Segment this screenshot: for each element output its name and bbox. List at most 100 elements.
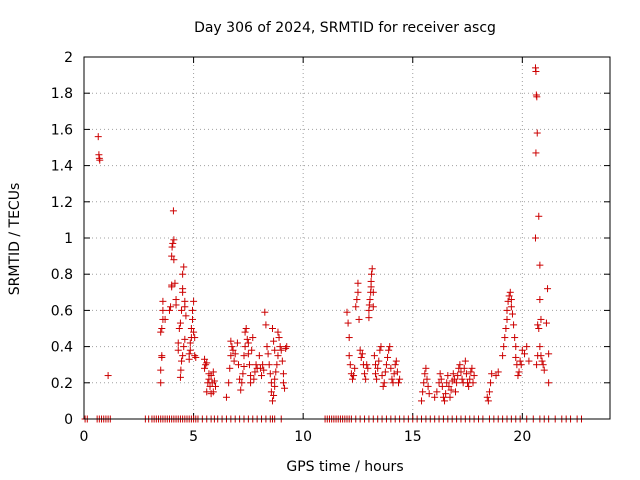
data-point — [512, 353, 520, 361]
data-point — [168, 281, 176, 289]
data-point — [180, 263, 188, 271]
data-point — [504, 297, 512, 305]
data-point — [511, 334, 519, 342]
data-point — [274, 328, 282, 336]
data-point — [532, 149, 540, 157]
data-point — [453, 379, 461, 387]
x-tick-label: 15 — [404, 429, 422, 445]
data-point — [248, 346, 256, 354]
data-point — [343, 308, 351, 316]
y-tick-label: 0.2 — [51, 376, 73, 392]
data-point — [545, 350, 553, 358]
y-axis-label: SRMTID / TECUs — [7, 183, 23, 296]
data-point — [369, 303, 377, 311]
data-point — [181, 335, 189, 343]
data-point — [177, 366, 185, 374]
data-point — [433, 388, 441, 396]
data-point — [203, 388, 211, 396]
data-point — [421, 370, 429, 378]
data-point — [422, 364, 430, 372]
data-point — [446, 393, 454, 401]
data-point — [247, 372, 255, 380]
data-point — [378, 372, 386, 380]
data-point — [512, 343, 520, 351]
data-point — [171, 279, 179, 287]
data-point — [356, 346, 364, 354]
data-point — [354, 288, 362, 296]
data-point — [532, 67, 540, 75]
data-point — [278, 357, 286, 365]
x-tick-label: 5 — [189, 429, 198, 445]
data-point — [357, 353, 365, 361]
data-point — [445, 382, 453, 390]
data-point — [435, 379, 443, 387]
data-point — [169, 207, 177, 215]
data-point — [261, 308, 269, 316]
data-point — [275, 334, 283, 342]
data-point — [225, 379, 233, 387]
y-tick-label: 0.6 — [51, 303, 73, 319]
data-point — [500, 343, 508, 351]
data-point — [267, 388, 275, 396]
data-point — [392, 357, 400, 365]
data-point — [439, 393, 447, 401]
data-point — [492, 372, 500, 380]
data-point — [362, 375, 370, 383]
data-point — [186, 339, 194, 347]
data-point — [456, 361, 464, 369]
data-point — [465, 382, 473, 390]
data-point — [494, 368, 502, 376]
data-point — [371, 361, 379, 369]
data-point — [503, 315, 511, 323]
data-point — [252, 361, 260, 369]
data-point — [94, 133, 102, 141]
data-point — [104, 372, 112, 380]
data-point — [502, 325, 510, 332]
data-point — [536, 296, 544, 304]
data-point — [419, 388, 427, 396]
data-point — [518, 346, 526, 354]
data-point — [425, 390, 433, 398]
data-point — [176, 373, 184, 381]
data-point — [507, 296, 515, 304]
data-point — [157, 328, 165, 336]
data-point — [178, 306, 186, 314]
data-point — [255, 352, 263, 360]
data-point — [537, 315, 545, 323]
data-point — [96, 156, 104, 164]
data-point — [212, 382, 219, 390]
data-point — [277, 346, 285, 354]
data-point — [188, 315, 196, 323]
data-point — [250, 375, 258, 383]
y-tick-label: 1.2 — [51, 195, 73, 211]
data-point — [187, 325, 195, 332]
data-point — [202, 361, 210, 369]
data-point — [431, 393, 439, 401]
data-point — [179, 285, 187, 293]
data-point — [191, 352, 199, 360]
data-point — [539, 361, 547, 369]
data-point — [535, 325, 543, 332]
data-point — [485, 388, 493, 396]
data-point — [418, 397, 426, 405]
data-point — [230, 357, 238, 365]
data-point — [365, 314, 373, 322]
data-point — [240, 352, 248, 360]
data-point — [168, 243, 176, 251]
data-point — [282, 344, 290, 352]
data-point — [436, 370, 444, 378]
data-point — [239, 370, 247, 378]
data-point — [271, 346, 279, 354]
data-point — [354, 279, 362, 287]
data-point — [236, 375, 244, 383]
data-point — [534, 321, 542, 329]
data-point — [536, 261, 544, 269]
data-point — [228, 343, 236, 351]
data-point — [544, 285, 552, 293]
data-point — [192, 353, 200, 361]
data-point — [381, 368, 389, 376]
data-point — [243, 335, 251, 343]
data-point — [345, 352, 353, 360]
x-tick-label: 10 — [294, 429, 312, 445]
